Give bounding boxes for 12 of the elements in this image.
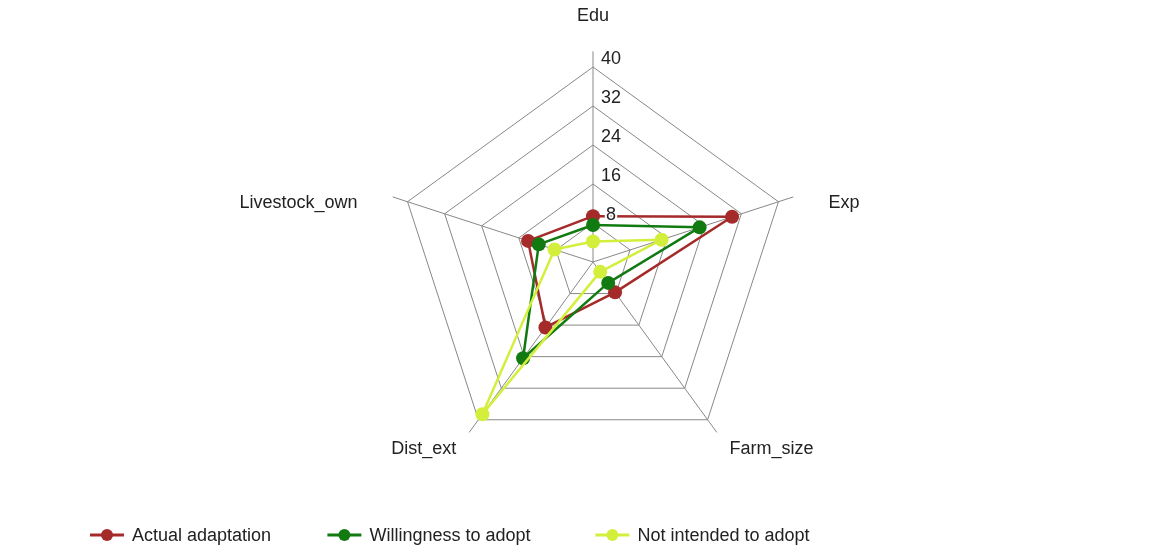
legend-label: Willingness to adopt	[369, 525, 531, 545]
y-tick-label: 32	[600, 87, 622, 107]
y-tick-label: 40	[600, 48, 622, 68]
spoke-label: Dist_ext	[391, 437, 457, 459]
legend-label: Actual adaptation	[132, 525, 272, 545]
spoke-label: Exp	[828, 191, 860, 212]
spoke-label: Farm_size	[729, 437, 814, 459]
spoke-label: Livestock_own	[239, 191, 358, 213]
spoke-label: Edu	[576, 5, 610, 25]
y-tick-label: 16	[600, 165, 622, 185]
legend-label: Not intended to adopt	[637, 525, 810, 545]
y-tick-label: 24	[600, 126, 622, 146]
